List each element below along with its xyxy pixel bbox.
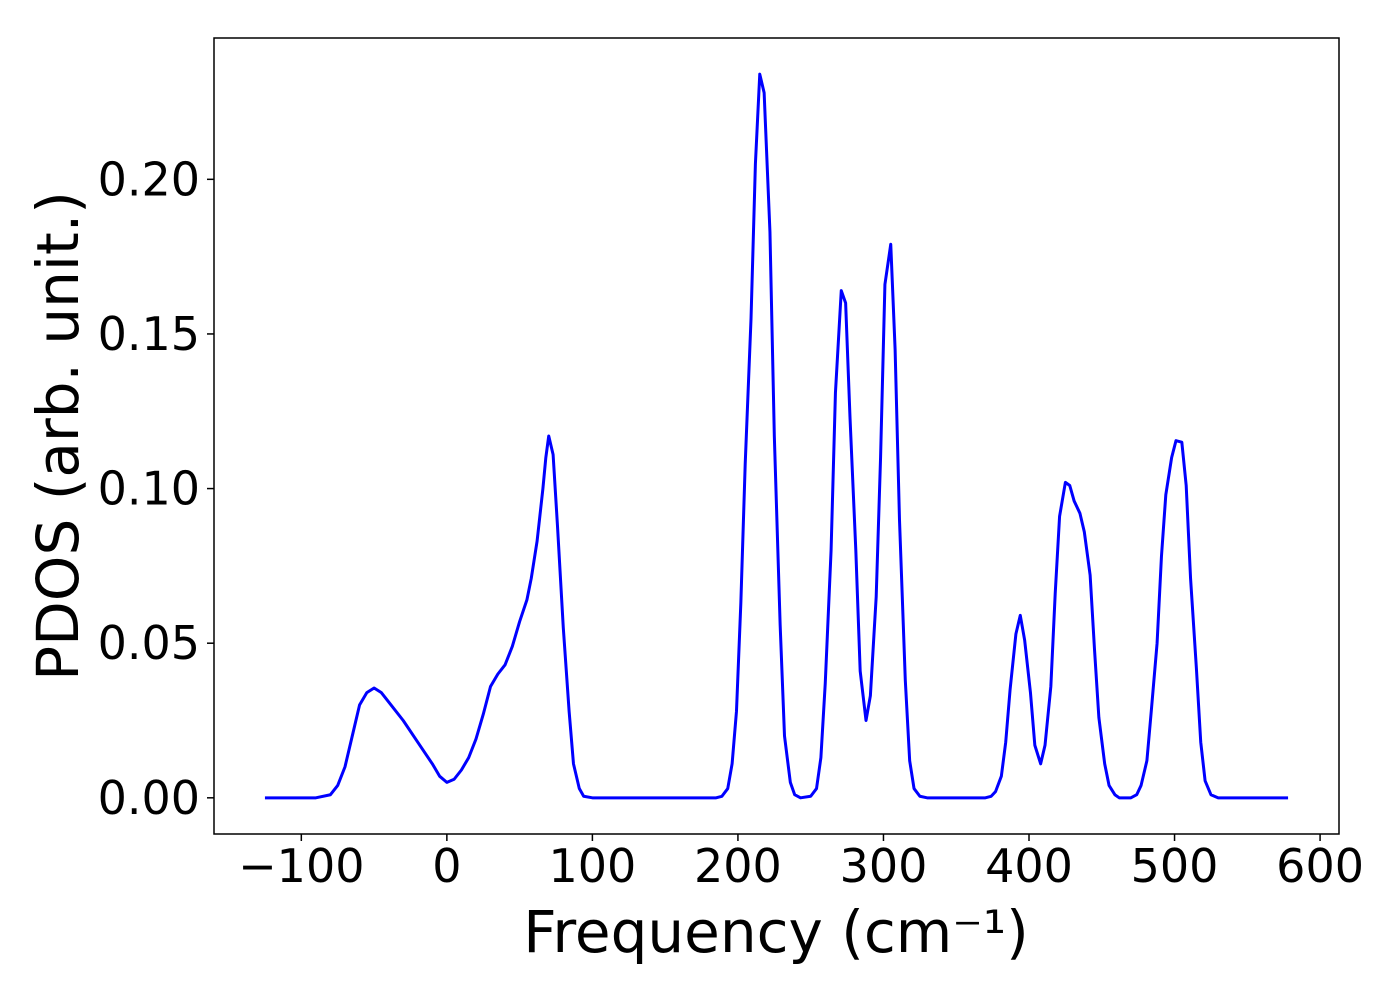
x-tick-label: 200 bbox=[694, 839, 782, 893]
x-axis-label: Frequency (cm⁻¹) bbox=[523, 898, 1029, 966]
y-tick-label: 0.05 bbox=[98, 616, 200, 670]
x-tick-label: 100 bbox=[548, 839, 636, 893]
x-tick-label: 600 bbox=[1276, 839, 1364, 893]
x-tick-label: 300 bbox=[840, 839, 928, 893]
plot-frame bbox=[213, 37, 1340, 835]
x-tick-label: −100 bbox=[238, 839, 364, 893]
y-tick-label: 0.15 bbox=[98, 307, 200, 361]
x-tick-label: 0 bbox=[432, 839, 461, 893]
y-tick-label: 0.00 bbox=[98, 771, 200, 825]
y-axis-label: PDOS (arb. unit.) bbox=[24, 191, 92, 681]
data-line bbox=[264, 72, 1289, 800]
x-tick-label: 400 bbox=[985, 839, 1073, 893]
y-tick-label: 0.20 bbox=[98, 152, 200, 206]
y-tick-label: 0.10 bbox=[98, 462, 200, 516]
x-tick-label: 500 bbox=[1131, 839, 1219, 893]
